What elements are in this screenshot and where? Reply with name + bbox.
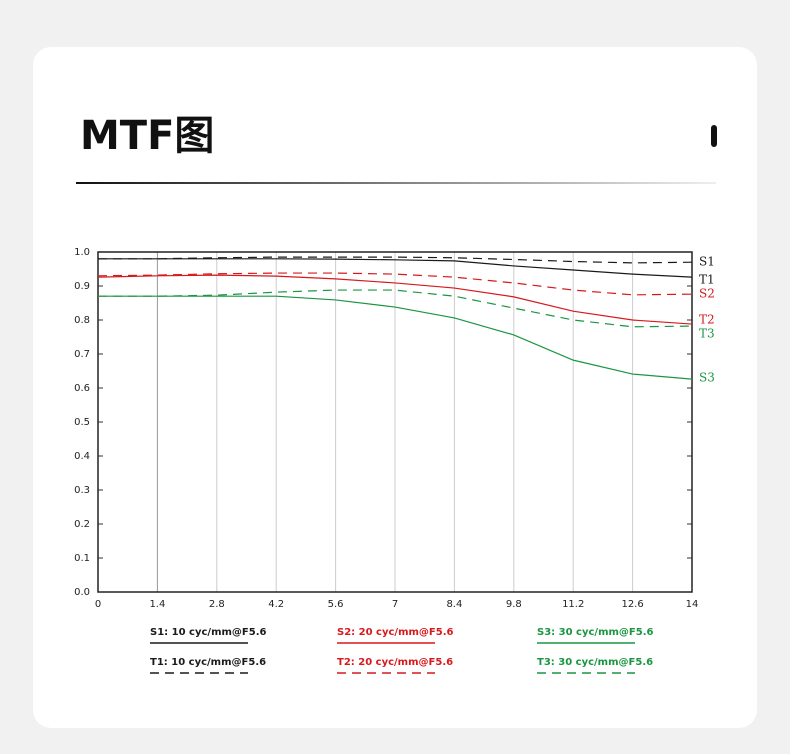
legend-label: T3: 30 cyc/mm@F5.6 — [537, 657, 653, 668]
legend-label: S1: 10 cyc/mm@F5.6 — [150, 627, 266, 638]
x-tick-label: 2.8 — [209, 599, 225, 610]
end-label: T2 — [699, 313, 715, 327]
chart-title: MTF图 — [80, 113, 214, 159]
series-line — [98, 258, 693, 278]
y-tick-label: 1.0 — [74, 247, 90, 258]
x-tick-label: 11.2 — [562, 599, 584, 610]
y-tick-label: 0.5 — [74, 417, 90, 428]
legend-label: T2: 20 cyc/mm@F5.6 — [337, 657, 453, 668]
x-tick-label: 0 — [95, 599, 101, 610]
series-line — [97, 272, 693, 296]
plot-frame — [97, 251, 693, 593]
title-marker — [711, 125, 717, 147]
x-tick-label: 4.2 — [268, 599, 284, 610]
y-tick-label: 0.8 — [74, 315, 90, 326]
y-tick-label: 0.9 — [74, 281, 90, 292]
y-tick-label: 0.3 — [74, 485, 90, 496]
x-tick-label: 5.6 — [328, 599, 344, 610]
y-tick-label: 0.1 — [74, 553, 90, 564]
series-line — [97, 274, 693, 325]
end-label: S1 — [699, 255, 715, 269]
y-tick-label: 0.0 — [74, 587, 90, 598]
x-tick-label: 8.4 — [446, 599, 462, 610]
series-line — [98, 289, 693, 328]
series-line — [98, 256, 693, 264]
legend-label: S2: 20 cyc/mm@F5.6 — [337, 627, 453, 638]
x-tick-label: 9.8 — [506, 599, 522, 610]
divider — [76, 182, 716, 184]
x-tick-label: 12.6 — [621, 599, 643, 610]
legend-label: T1: 10 cyc/mm@F5.6 — [150, 657, 266, 668]
end-label: T1 — [699, 273, 715, 287]
y-tick-label: 0.4 — [74, 451, 90, 462]
x-tick-label: 1.4 — [149, 599, 165, 610]
y-tick-label: 0.7 — [74, 349, 90, 360]
x-tick-label: 14 — [686, 599, 699, 610]
series-line — [98, 295, 693, 380]
legend-label: S3: 30 cyc/mm@F5.6 — [537, 627, 653, 638]
end-label: T3 — [699, 327, 715, 341]
x-tick-label: 7 — [392, 599, 398, 610]
y-tick-label: 0.6 — [74, 383, 90, 394]
end-label: S3 — [699, 371, 715, 385]
end-label: S2 — [699, 287, 715, 301]
y-tick-label: 0.2 — [74, 519, 90, 530]
